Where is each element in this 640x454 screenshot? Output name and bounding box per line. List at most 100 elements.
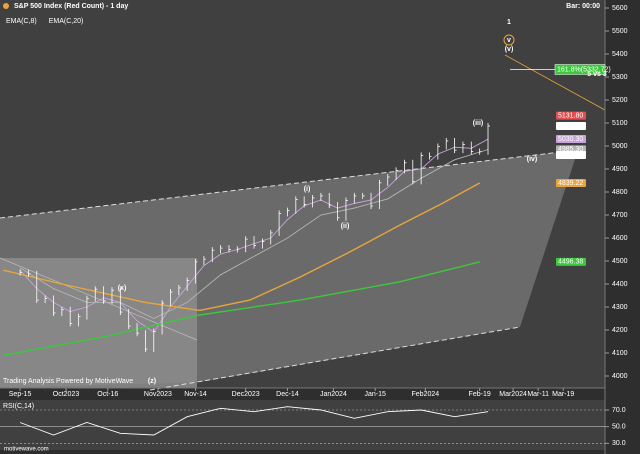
y-tick-label: 4000 (612, 373, 628, 380)
price-bar (287, 207, 290, 217)
y-tick-label: 5300 (612, 74, 628, 81)
price-bar (462, 141, 465, 154)
price-bar (437, 143, 440, 160)
price-bar (86, 295, 89, 320)
y-tick-label: 70.0 (612, 407, 626, 414)
price-bar (303, 196, 307, 208)
price-bar (362, 192, 365, 199)
ma-line (19, 149, 489, 319)
ma-line (3, 261, 480, 356)
x-tick-label: Dec-14 (276, 391, 299, 398)
bar-time: Bar: 00:00 (566, 3, 600, 10)
y-tick-label: 4400 (612, 281, 628, 288)
price-bar (161, 300, 165, 335)
price-bar (236, 246, 240, 253)
y-tick-label: 4900 (612, 166, 628, 173)
price-bar (94, 286, 98, 302)
price-tag-label: 4496.38 (558, 259, 583, 266)
price-bar (19, 269, 23, 276)
price-bar (479, 148, 482, 155)
footer: motivewave.com (4, 447, 49, 453)
price-bar (44, 295, 48, 304)
price-bar (69, 306, 73, 327)
price-bar (178, 284, 181, 296)
x-tick-label: Dec2023 (232, 391, 260, 398)
wave-label: v (507, 37, 511, 44)
x-tick-label: Feb-19 (469, 391, 491, 398)
y-tick-label: 5500 (612, 28, 628, 35)
price-bar (186, 277, 190, 291)
y-tick-label: 4200 (612, 327, 628, 334)
rsi-panel (0, 400, 605, 450)
price-bar (470, 141, 474, 155)
price-bar (328, 192, 332, 209)
y-tick-label: 5400 (612, 51, 628, 58)
wave-label: (x) (118, 285, 127, 292)
price-bar (245, 236, 248, 253)
price-tag-label: 5087.03 (558, 123, 583, 130)
wave-label: 1 (507, 19, 511, 26)
price-tag (556, 151, 586, 160)
price-bar (353, 192, 357, 204)
target-box (554, 64, 606, 75)
price-tag-label: 5030.30 (558, 136, 583, 143)
price-bar (445, 137, 449, 150)
price-bar (78, 313, 81, 327)
price-bar (420, 152, 424, 185)
price-tag (556, 178, 586, 187)
legend-entry: EMA(C,8) (6, 18, 37, 25)
price-bar (103, 286, 106, 304)
price-bar (295, 196, 298, 214)
price-tag-label: 4839.22 (558, 180, 583, 187)
price-bar (429, 152, 432, 160)
legend-entry: EMA(C,20) (49, 18, 84, 25)
x-tick-label: Mar-11 (527, 391, 549, 398)
price-tag-label: 4985.30 (558, 146, 583, 153)
price-bar (128, 309, 131, 330)
price-bar (228, 245, 231, 253)
price-bar (454, 137, 457, 154)
x-tick-label: Nov-14 (184, 391, 207, 398)
channel-upper (0, 149, 579, 219)
price-tag (556, 135, 586, 144)
price-tag (556, 121, 586, 130)
watermark: Trading Analysis Powered by MotiveWave (3, 378, 133, 385)
price-bar (211, 247, 215, 263)
x-tick-label: Oct-16 (97, 391, 118, 398)
price-bar (28, 269, 31, 277)
price-bar (203, 256, 206, 265)
price-bar (153, 328, 156, 353)
y-tick-label: 4600 (612, 235, 628, 242)
target-label: 161.8%(5332.72) (557, 66, 611, 73)
y-tick-label: 4700 (612, 212, 628, 219)
price-bar (170, 289, 173, 307)
y-tick-label: 4500 (612, 258, 628, 265)
y-tick-label: 4800 (612, 189, 628, 196)
price-bar (119, 287, 123, 316)
price-tag-label: 5131.80 (558, 113, 583, 120)
x-tick-label: Nov2023 (144, 391, 172, 398)
wave-label: (iii) (473, 120, 484, 127)
price-bar (195, 258, 198, 284)
price-bar (145, 330, 148, 353)
channel-lower (149, 326, 521, 391)
price-bar (387, 174, 390, 186)
price-bar (337, 202, 340, 221)
wave-label: (v) (505, 46, 514, 53)
price-bar (345, 197, 348, 221)
price-bar (261, 238, 265, 249)
price-bar (53, 295, 56, 316)
price-bar (136, 323, 140, 337)
box-diagonal (0, 257, 198, 341)
y-tick-label: 5000 (612, 143, 628, 150)
price-bar (378, 179, 382, 210)
wave-label: (ii) (341, 223, 350, 230)
x-tick-label: Sep-15 (9, 391, 32, 398)
y-tick-label: 5100 (612, 120, 628, 127)
price-bar (278, 210, 282, 236)
price-bar (270, 229, 273, 245)
rsi-line (19, 406, 489, 436)
wave-label: (iv) (527, 156, 538, 163)
price-bar (412, 159, 415, 185)
price-bar (487, 122, 491, 155)
